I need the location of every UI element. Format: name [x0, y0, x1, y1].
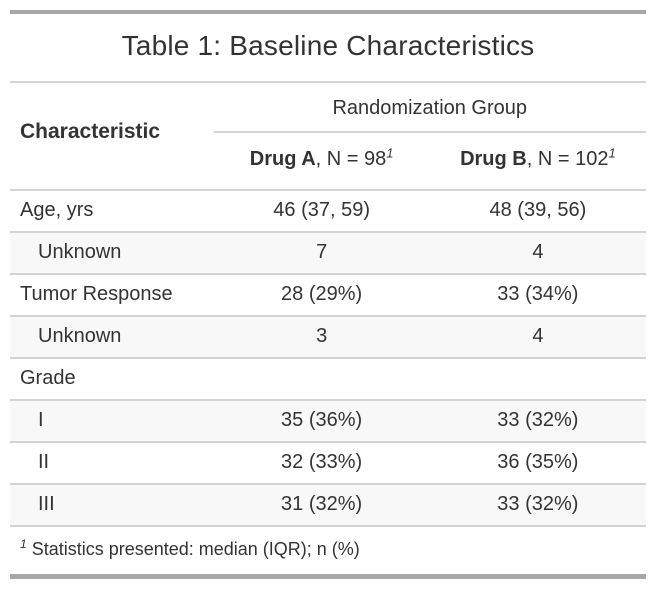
drug-a-n: , N = 98 — [315, 148, 387, 170]
row-label: Grade — [10, 358, 214, 401]
table-title: Table 1: Baseline Characteristics — [10, 10, 646, 83]
table-row: Grade — [10, 358, 646, 401]
footnote-row: 1 Statistics presented: median (IQR); n (… — [10, 526, 646, 579]
row-label: Tumor Response — [10, 274, 214, 317]
footnote-mark: 1 — [20, 537, 27, 551]
drug-b-value: 33 (34%) — [429, 274, 646, 317]
column-header-characteristic: Characteristic — [10, 82, 214, 191]
table-row: Unknown 3 4 — [10, 316, 646, 359]
table-row: Unknown 7 4 — [10, 232, 646, 275]
table-row: II 32 (33%) 36 (35%) — [10, 442, 646, 485]
drug-b-value: 33 (32%) — [429, 400, 646, 443]
drug-a-value: 46 (37, 59) — [213, 190, 430, 233]
drug-a-value: 31 (32%) — [213, 484, 430, 527]
column-header-drug-a: Drug A, N = 981 — [213, 132, 430, 191]
drug-b-footnote-mark: 1 — [608, 145, 616, 161]
title-row: Table 1: Baseline Characteristics — [10, 10, 646, 83]
spanner-header-randomization-group: Randomization Group — [213, 82, 646, 133]
drug-a-value: 32 (33%) — [213, 442, 430, 485]
row-label: Unknown — [10, 232, 214, 275]
drug-b-value: 48 (39, 56) — [429, 190, 646, 233]
drug-a-value — [213, 358, 430, 401]
drug-a-value: 35 (36%) — [213, 400, 430, 443]
row-label: II — [10, 442, 214, 485]
spanner-row: Characteristic Randomization Group — [10, 82, 646, 191]
row-label: Unknown — [10, 316, 214, 359]
row-label: III — [10, 484, 214, 527]
row-label: Age, yrs — [10, 190, 214, 233]
drug-a-footnote-mark: 1 — [386, 145, 394, 161]
column-header-row: Drug A, N = 981 Drug B, N = 1021 — [10, 132, 646, 191]
table-row: Age, yrs 46 (37, 59) 48 (39, 56) — [10, 190, 646, 233]
row-label: I — [10, 400, 214, 443]
table-row: I 35 (36%) 33 (32%) — [10, 400, 646, 443]
table-row: III 31 (32%) 33 (32%) — [10, 484, 646, 527]
drug-b-n: , N = 102 — [526, 148, 609, 170]
drug-b-value: 36 (35%) — [429, 442, 646, 485]
drug-b-value: 4 — [429, 232, 646, 275]
column-header-drug-b: Drug B, N = 1021 — [429, 132, 646, 191]
table-footnote: 1 Statistics presented: median (IQR); n (… — [10, 526, 646, 579]
baseline-characteristics-table: Table 1: Baseline Characteristics Charac… — [10, 10, 646, 579]
drug-a-value: 3 — [213, 316, 430, 359]
drug-b-name: Drug B — [460, 148, 527, 170]
drug-b-value: 33 (32%) — [429, 484, 646, 527]
drug-b-value — [429, 358, 646, 401]
drug-b-value: 4 — [429, 316, 646, 359]
footnote-text: Statistics presented: median (IQR); n (%… — [31, 539, 360, 559]
table-row: Tumor Response 28 (29%) 33 (34%) — [10, 274, 646, 317]
drug-a-name: Drug A — [249, 148, 316, 170]
drug-a-value: 7 — [213, 232, 430, 275]
drug-a-value: 28 (29%) — [213, 274, 430, 317]
spanner-label: Randomization Group — [332, 97, 528, 119]
